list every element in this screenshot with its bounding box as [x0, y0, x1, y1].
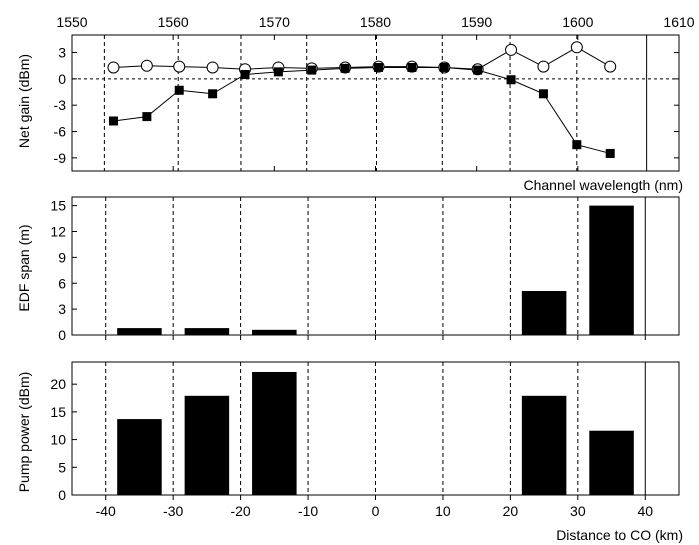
net-gain-point-square — [340, 63, 350, 73]
net-gain-point-square — [473, 65, 483, 75]
p2-y-tick-label: 3 — [58, 301, 66, 317]
net-gain-x-tick-label: 1590 — [461, 14, 492, 30]
p3-y-tick-label: 5 — [58, 459, 66, 475]
p2-y-tick-label: 15 — [50, 198, 66, 214]
p2-y-tick-label: 6 — [58, 275, 66, 291]
net-gain-point-square — [538, 89, 548, 99]
pump-power-y-axis-label: Pump power (dBm) — [16, 372, 32, 493]
net-gain-point-square — [208, 89, 218, 99]
net-gain-point-square — [407, 62, 417, 72]
net-gain-y-tick-label: -3 — [54, 97, 67, 113]
pump-power-y-ticks: 20 15 10 5 0 — [50, 376, 77, 503]
p3-bar — [589, 430, 634, 495]
p2-bar — [252, 329, 297, 335]
net-gain-series — [107, 41, 617, 158]
p3-x-tick-label: 30 — [570, 503, 586, 519]
net-gain-point-circle — [505, 43, 518, 56]
net-gain-point-circle — [173, 60, 186, 73]
net-gain-point-circle — [107, 61, 120, 74]
net-gain-y-tick-label: -9 — [54, 150, 67, 166]
pump-power-bars — [117, 371, 634, 495]
p3-bar — [521, 395, 567, 495]
p3-x-tick-label: 40 — [637, 503, 653, 519]
p3-y-tick-label: 15 — [50, 404, 66, 420]
net-gain-x-ticks-top: 1550 1560 1570 1580 1590 1600 1610 — [56, 14, 695, 171]
net-gain-point-circle — [140, 59, 153, 72]
net-gain-vertical-lines — [103, 35, 648, 171]
edf-span-bars — [117, 205, 634, 335]
p2-bar — [589, 205, 634, 335]
edf-span-x-ticks — [105, 335, 646, 340]
p3-x-tick-label: 20 — [503, 503, 519, 519]
p2-y-tick-label: 0 — [58, 327, 66, 343]
p2-bar — [521, 291, 567, 335]
net-gain-y-tick-label: -6 — [54, 124, 67, 140]
p3-bar — [252, 371, 297, 495]
net-gain-point-circle — [604, 60, 617, 73]
net-gain-x-tick-label: 1560 — [158, 14, 189, 30]
net-gain-point-square — [108, 116, 118, 126]
net-gain-y-axis-label: Net gain (dBm) — [16, 54, 32, 148]
p3-y-tick-label: 0 — [58, 487, 66, 503]
p3-x-tick-label: 0 — [372, 503, 380, 519]
net-gain-y-tick-label: 3 — [58, 45, 66, 61]
net-gain-series-line-1 — [113, 46, 611, 70]
net-gain-point-square — [572, 140, 582, 150]
p3-x-tick-label: 10 — [435, 503, 451, 519]
edf-span-panel: 15 12 9 6 3 0 EDF span (m) — [16, 196, 680, 343]
net-gain-y-ticks: 3 0 -3 -6 -9 — [54, 45, 679, 166]
net-gain-point-square — [174, 85, 184, 95]
net-gain-x-axis-label: Channel wavelength (nm) — [523, 177, 683, 193]
net-gain-panel: 3 0 -3 -6 -9 1550 1560 1570 1580 1590 1600 1610 Ne… — [16, 14, 695, 193]
net-gain-x-tick-label: 1570 — [259, 14, 290, 30]
p3-x-tick-label: -40 — [96, 503, 116, 519]
p3-bar — [184, 395, 230, 495]
net-gain-point-square — [142, 112, 152, 122]
net-gain-x-tick-label: 1580 — [360, 14, 391, 30]
p3-x-tick-label: -10 — [298, 503, 318, 519]
net-gain-series-line-2 — [113, 66, 611, 154]
pump-power-panel: 20 15 10 5 0 -40 -30 -20 -10 0 10 20 30 40 Pump powe… — [16, 361, 683, 543]
p3-bar — [117, 419, 162, 495]
edf-span-plot-frame — [71, 196, 680, 336]
net-gain-x-tick-label: 1610 — [663, 14, 694, 30]
edf-span-y-ticks: 15 12 9 6 3 0 — [50, 198, 77, 343]
net-gain-point-square — [506, 75, 516, 85]
net-gain-y-tick-label: 0 — [58, 71, 66, 87]
net-gain-point-circle — [537, 60, 550, 73]
edf-span-y-axis-label: EDF span (m) — [16, 224, 32, 311]
net-gain-point-square — [374, 62, 384, 72]
p3-x-tick-label: -30 — [163, 503, 183, 519]
net-gain-point-square — [307, 65, 317, 75]
pump-power-x-ticks: -40 -30 -20 -10 0 10 20 30 40 — [96, 495, 653, 519]
net-gain-point-square — [240, 69, 250, 79]
net-gain-point-square — [439, 62, 449, 72]
p2-bar — [117, 328, 162, 335]
p2-y-tick-label: 9 — [58, 249, 66, 265]
pump-power-x-axis-label: Distance to CO (km) — [556, 527, 683, 543]
p3-x-tick-label: -20 — [230, 503, 250, 519]
edf-span-vertical-lines — [105, 197, 646, 335]
p3-y-tick-label: 10 — [50, 432, 66, 448]
net-gain-x-tick-label: 1550 — [56, 14, 87, 30]
net-gain-point-circle — [206, 61, 219, 74]
pump-power-vertical-lines — [105, 362, 646, 495]
net-gain-point-circle — [570, 41, 583, 54]
net-gain-point-square — [273, 67, 283, 77]
p3-y-tick-label: 20 — [50, 376, 66, 392]
net-gain-x-tick-label: 1600 — [562, 14, 593, 30]
p2-bar — [184, 328, 230, 335]
p2-y-tick-label: 12 — [50, 224, 66, 240]
net-gain-point-square — [605, 148, 615, 158]
